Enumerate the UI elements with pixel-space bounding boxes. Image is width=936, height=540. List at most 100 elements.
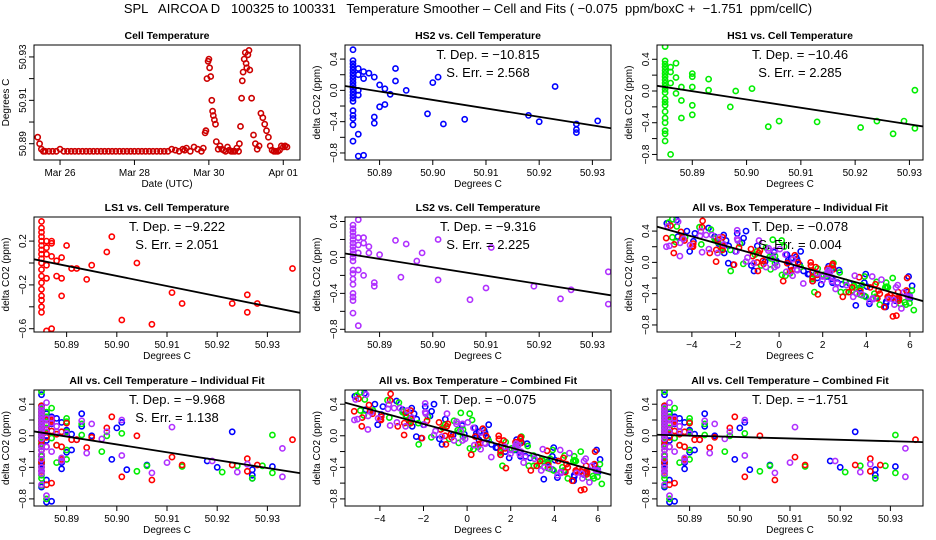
data-point <box>78 420 86 428</box>
data-point <box>97 147 105 155</box>
data-point <box>661 73 669 81</box>
data-point <box>889 312 897 320</box>
data-point <box>466 410 474 418</box>
data-point <box>661 391 668 399</box>
data-point <box>836 463 844 471</box>
data-point <box>123 147 131 155</box>
data-point <box>43 495 50 503</box>
data-point <box>905 273 912 280</box>
data-point <box>421 408 429 416</box>
data-point <box>726 432 734 440</box>
x-tick-label: 50.93 <box>897 168 922 179</box>
data-point <box>443 422 451 430</box>
data-point <box>765 247 772 254</box>
y-tick-label: 50.91 <box>18 87 29 112</box>
data-point <box>741 473 749 481</box>
y-tick-label: −0.2 <box>18 275 29 295</box>
x-axis-label: Degrees C <box>454 351 502 362</box>
data-point <box>283 143 291 151</box>
data-point <box>686 241 694 249</box>
data-point <box>157 147 164 155</box>
data-point <box>441 432 449 440</box>
data-point <box>349 112 357 119</box>
data-point <box>370 119 378 127</box>
data-point <box>485 421 493 429</box>
data-point <box>755 237 763 244</box>
data-point <box>911 124 919 132</box>
plot-area <box>345 46 611 160</box>
data-point <box>676 422 683 430</box>
data-point <box>208 96 216 104</box>
data-point <box>706 444 714 451</box>
annotation: S. Err. = 2.225 <box>446 237 529 252</box>
data-point <box>663 243 670 251</box>
data-point <box>771 469 779 477</box>
x-axis-label: Degrees C <box>766 179 814 190</box>
data-point <box>148 320 156 328</box>
data-point <box>75 147 82 155</box>
data-point <box>38 390 45 395</box>
data-point <box>697 240 705 248</box>
data-point <box>237 123 244 130</box>
data-point <box>349 137 357 145</box>
y-tick-label: 0.2 <box>18 234 29 248</box>
data-point <box>889 274 897 282</box>
data-point <box>801 461 809 469</box>
data-point <box>349 225 357 233</box>
data-point <box>661 407 668 414</box>
data-point <box>681 457 688 465</box>
panel-title: HS1 vs. Cell Temperature <box>727 30 853 42</box>
data-point <box>733 235 741 243</box>
data-point <box>754 267 762 275</box>
y-axis-label: delta CO2 (ppm) <box>624 66 635 140</box>
data-point <box>891 301 898 308</box>
x-tick-label: −2 <box>730 340 742 351</box>
data-point <box>450 437 458 444</box>
data-point <box>38 308 45 316</box>
fit-line <box>34 258 300 314</box>
data-point <box>674 218 682 226</box>
data-point <box>400 431 408 439</box>
data-point <box>352 396 360 403</box>
data-point <box>581 468 589 476</box>
data-point <box>112 147 120 155</box>
data-point <box>776 245 784 253</box>
data-point <box>58 465 65 473</box>
x-tick-label: 50.93 <box>255 340 280 351</box>
data-point <box>871 474 879 482</box>
data-point <box>756 467 764 475</box>
data-point <box>424 110 431 118</box>
data-point <box>168 453 176 461</box>
data-point <box>142 147 149 155</box>
data-point <box>360 271 367 279</box>
data-point <box>415 440 423 448</box>
data-point <box>721 448 729 455</box>
data-point <box>661 127 669 135</box>
panel-title: All vs. Box Temperature – Combined Fit <box>379 375 578 387</box>
data-point <box>38 463 45 471</box>
data-point <box>105 147 112 155</box>
y-axis-label: delta CO2 (ppm) <box>312 66 323 140</box>
data-point <box>908 287 916 294</box>
plot-frame <box>33 216 301 333</box>
data-point <box>596 460 604 468</box>
data-point <box>582 455 590 463</box>
data-point <box>667 68 674 76</box>
data-point <box>239 68 247 76</box>
data-point <box>289 436 296 444</box>
data-point <box>868 273 876 280</box>
data-point <box>586 478 593 486</box>
data-point <box>349 115 357 122</box>
data-point <box>537 467 545 474</box>
x-tick-label: Apr 01 <box>269 168 299 179</box>
data-point <box>397 273 405 281</box>
data-point <box>557 469 565 477</box>
data-point <box>893 312 900 319</box>
data-point <box>726 103 734 111</box>
data-point <box>671 479 678 487</box>
data-point <box>588 462 596 470</box>
data-point <box>418 249 426 257</box>
data-point <box>71 147 79 155</box>
data-point <box>520 459 527 466</box>
data-point <box>123 466 131 474</box>
